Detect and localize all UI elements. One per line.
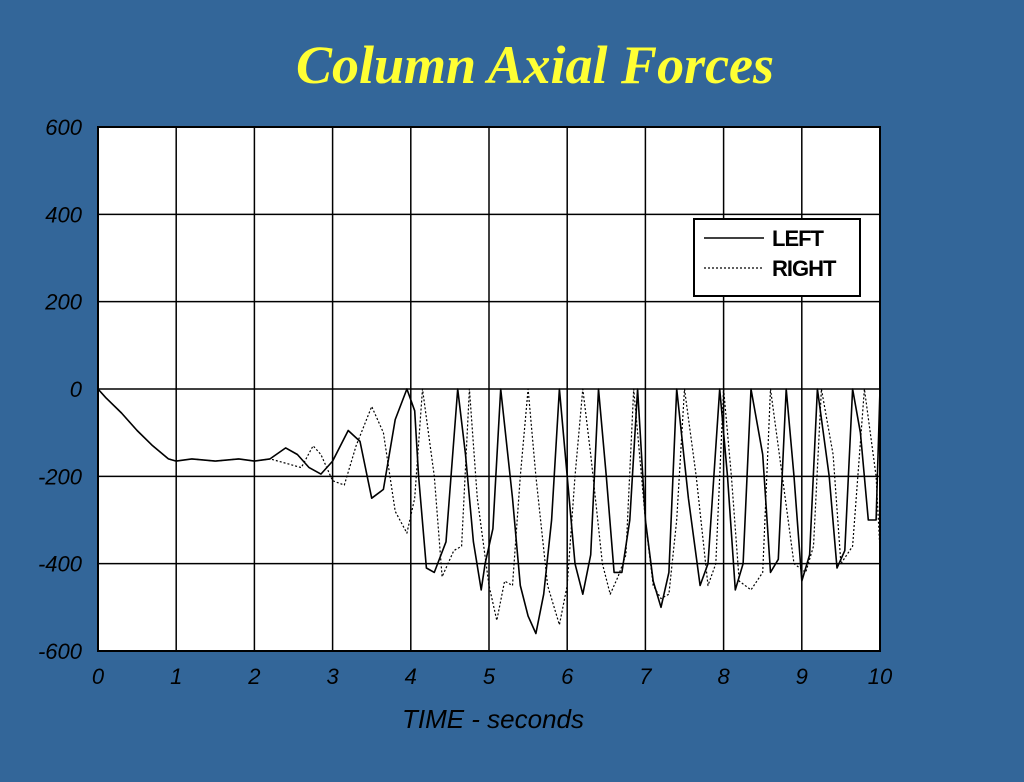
x-tick-label: 4 [405, 664, 417, 689]
y-tick-label: 200 [44, 290, 82, 315]
y-tick-label: 0 [70, 377, 83, 402]
x-tick-label: 3 [326, 664, 339, 689]
x-tick-label: 1 [170, 664, 182, 689]
x-axis-label: TIME - seconds [402, 704, 584, 734]
legend-box [693, 218, 861, 297]
legend-label-right: RIGHT [772, 256, 837, 281]
x-tick-label: 0 [92, 664, 105, 689]
y-tick-label: -200 [38, 464, 83, 489]
x-tick-label: 10 [868, 664, 893, 689]
x-tick-label: 9 [796, 664, 808, 689]
x-tick-label: 8 [717, 664, 730, 689]
x-tick-label: 5 [483, 664, 496, 689]
series-line-right [97, 388, 881, 626]
y-tick-label: 600 [45, 115, 82, 140]
slide-title: Column Axial Forces [295, 35, 775, 95]
series-line-left [97, 388, 881, 635]
x-tick-label: 7 [639, 664, 652, 689]
y-tick-label: 400 [45, 202, 82, 227]
y-tick-label: -600 [38, 639, 83, 664]
series-lines [97, 388, 881, 635]
x-tick-label: 2 [247, 664, 260, 689]
tick-labels: 0 1 2 3 4 5 6 7 8 9 10 -600 -400 -200 0 200 400 600 [38, 115, 893, 689]
grid [97, 126, 881, 652]
y-tick-label: -400 [38, 552, 83, 577]
legend-label-left: LEFT [772, 226, 825, 251]
x-tick-label: 6 [561, 664, 574, 689]
legend: LEFT RIGHT [693, 218, 861, 297]
